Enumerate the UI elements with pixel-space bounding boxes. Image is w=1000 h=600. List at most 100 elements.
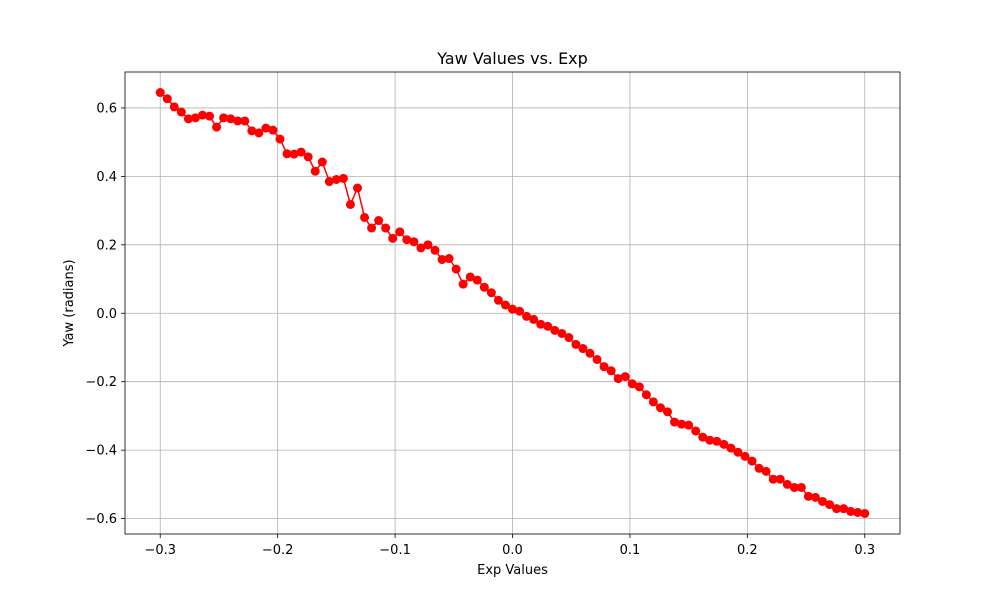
- data-point: [395, 227, 405, 237]
- data-point: [648, 397, 658, 407]
- data-point: [240, 116, 250, 126]
- y-tick-label: 0.4: [96, 170, 117, 185]
- data-point: [289, 149, 299, 159]
- data-point: [247, 126, 257, 136]
- data-point: [825, 500, 835, 510]
- data-point: [458, 279, 468, 289]
- data-point: [353, 183, 362, 193]
- y-tick-label: −0.4: [85, 444, 117, 459]
- data-point: [381, 223, 391, 233]
- data-point: [338, 173, 348, 183]
- data-point: [275, 134, 285, 144]
- y-tick-label: −0.2: [85, 375, 117, 390]
- data-point: [698, 432, 708, 442]
- data-point: [571, 339, 581, 349]
- data-point: [641, 390, 651, 400]
- y-axis-label: Yaw (radians): [62, 259, 77, 347]
- data-point: [183, 114, 193, 124]
- data-point: [761, 466, 771, 476]
- data-point: [796, 482, 806, 492]
- data-point: [620, 372, 630, 382]
- data-point: [782, 479, 792, 489]
- data-point: [437, 255, 447, 265]
- data-point: [444, 254, 454, 264]
- data-point: [226, 114, 236, 124]
- data-point: [747, 456, 757, 466]
- data-point: [775, 474, 785, 484]
- data-point: [832, 504, 842, 514]
- data-point: [268, 125, 278, 135]
- data-point: [522, 311, 532, 321]
- data-point: [508, 304, 517, 314]
- data-point: [564, 333, 574, 343]
- x-tick-label: −0.2: [262, 543, 294, 558]
- data-point: [367, 223, 377, 233]
- data-point: [331, 174, 341, 184]
- y-tick-label: 0.2: [96, 238, 117, 253]
- data-point: [733, 447, 743, 457]
- data-point: [691, 426, 701, 436]
- x-axis: −0.3 −0.2 −0.1 0.0 0.1 0.2 0.3: [144, 534, 875, 558]
- data-point: [493, 295, 503, 305]
- data-point: [634, 382, 644, 392]
- data-point: [374, 216, 384, 226]
- data-point: [472, 275, 482, 285]
- series-points: [155, 88, 870, 518]
- data-point: [712, 436, 722, 446]
- data-point: [254, 128, 264, 138]
- data-point: [402, 235, 412, 245]
- data-point: [479, 282, 489, 292]
- data-point: [317, 157, 327, 167]
- y-axis: −0.6 −0.4 −0.2 0.0 0.2 0.4 0.6: [85, 101, 125, 527]
- data-point: [310, 166, 320, 176]
- data-point: [578, 344, 588, 354]
- data-point: [169, 102, 179, 112]
- data-point: [789, 482, 799, 492]
- data-point: [282, 149, 292, 159]
- data-point: [726, 443, 736, 453]
- data-point: [670, 417, 680, 427]
- data-point: [655, 403, 665, 413]
- data-point: [219, 113, 229, 123]
- data-point: [162, 94, 172, 104]
- data-point: [606, 366, 616, 376]
- data-point: [599, 362, 609, 372]
- data-point: [768, 474, 778, 484]
- data-point: [155, 88, 165, 98]
- data-point: [198, 110, 207, 120]
- y-tick-label: −0.6: [85, 512, 117, 527]
- data-point: [740, 451, 750, 461]
- data-point: [803, 491, 813, 501]
- data-point: [486, 288, 496, 298]
- data-point: [360, 212, 370, 222]
- x-tick-label: 0.0: [502, 543, 523, 558]
- data-point: [500, 300, 510, 310]
- data-point: [529, 314, 539, 324]
- chart-title: Yaw Values vs. Exp: [436, 49, 588, 68]
- x-tick-label: 0.3: [854, 543, 875, 558]
- x-axis-label: Exp Values: [477, 563, 548, 578]
- data-point: [818, 496, 827, 506]
- data-point: [423, 240, 433, 250]
- data-point: [536, 319, 546, 329]
- data-point: [860, 508, 870, 518]
- data-point: [585, 348, 595, 358]
- data-point: [719, 439, 729, 449]
- data-point: [853, 507, 863, 517]
- data-point: [465, 272, 475, 282]
- data-point: [613, 374, 623, 384]
- data-point: [663, 407, 672, 417]
- data-point: [233, 116, 243, 126]
- y-tick-label: 0.0: [96, 307, 117, 322]
- data-point: [592, 354, 602, 364]
- data-point: [296, 147, 306, 157]
- data-point: [705, 435, 715, 445]
- data-point: [754, 463, 764, 473]
- data-point: [345, 199, 355, 209]
- data-point: [515, 306, 525, 316]
- data-point: [839, 504, 849, 514]
- data-point: [388, 233, 398, 243]
- data-point: [205, 111, 215, 121]
- data-point: [677, 419, 687, 429]
